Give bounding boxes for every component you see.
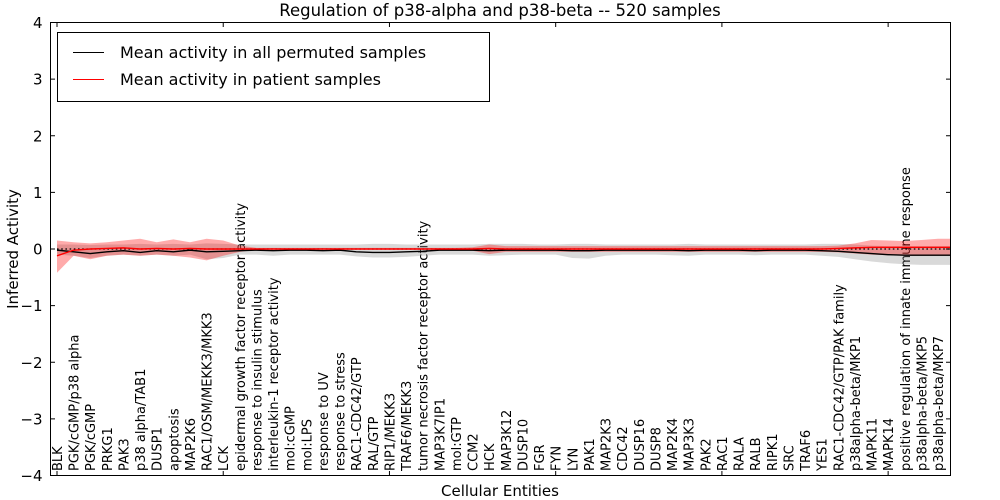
x-category-label: MAP3K12 (500, 410, 515, 471)
x-axis-label: Cellular Entities (441, 482, 559, 500)
patient-samples-range-band (57, 238, 951, 273)
x-category-label: BLK (51, 446, 66, 471)
x-category-label: MAPK11 (866, 418, 881, 471)
x-category-label: RIPK1 (766, 433, 781, 471)
x-category-label: CCM2 (467, 433, 482, 471)
x-category-label: RAC1 (716, 436, 731, 471)
x-category-label: TRAF6/MEKK3 (400, 381, 415, 472)
x-category-label: RAC1/OSM/MEKK3/MKK3 (201, 312, 216, 471)
x-category-label: TRAF6 (799, 430, 814, 472)
x-category-label: p38alpha-beta/MKP5 (915, 336, 930, 471)
x-category-label: HCK (483, 443, 498, 471)
x-category-label: positive regulation of innate immune res… (899, 167, 914, 471)
legend-label-patient: Mean activity in patient samples (120, 70, 381, 89)
x-category-label: PRKG1 (101, 427, 116, 471)
chart-title: Regulation of p38-alpha and p38-beta -- … (279, 1, 721, 20)
x-category-label: PGK/cGMP/p38 alpha (68, 335, 83, 471)
x-category-label: PGK/cGMP (84, 404, 99, 471)
y-tick-label: 4 (33, 14, 43, 32)
x-category-label: MAP2K4 (666, 418, 681, 471)
x-category-label: RALB (749, 437, 764, 471)
x-category-label: epidermal growth factor receptor activit… (234, 203, 249, 471)
x-category-label: MAP2K6 (184, 418, 199, 471)
x-category-label: interleukin-1 receptor activity (267, 277, 282, 471)
x-category-label: p38 alpha/TAB1 (134, 369, 149, 471)
x-category-label: DUSP10 (516, 419, 531, 471)
x-category-label: YES1 (816, 438, 831, 472)
legend: Mean activity in all permuted samples Me… (57, 32, 490, 102)
x-category-label: DUSP16 (633, 419, 648, 471)
y-tick-label: −1 (20, 297, 42, 315)
x-category-label: CDC42 (616, 426, 631, 471)
legend-item-patient: Mean activity in patient samples (73, 66, 489, 93)
permuted-mean-line (56, 249, 951, 256)
y-axis-label: Inferred Activity (4, 189, 22, 309)
legend-black-line-swatch (73, 52, 104, 53)
y-tick-label: 0 (33, 241, 43, 259)
x-category-label: PAK2 (699, 438, 714, 471)
x-category-label: response to stress (334, 352, 349, 471)
x-category-label: LYN (566, 448, 581, 471)
x-category-label: LCK (217, 446, 232, 471)
x-category-label: FGR (533, 444, 548, 471)
x-category-label: apoptosis (167, 408, 182, 471)
x-category-label: mol:GTP (450, 417, 465, 471)
x-category-label: p38alpha-beta/MKP7 (932, 336, 947, 471)
y-tick-label: −2 (20, 354, 42, 372)
x-category-label: DUSP1 (151, 427, 166, 471)
x-category-label: RAC1-CDC42/GTP/PAK family (832, 284, 847, 471)
x-category-label: response to insulin stimulus (250, 289, 265, 471)
legend-item-permuted: Mean activity in all permuted samples (73, 39, 489, 66)
x-category-label: MAP3K7IP1 (433, 398, 448, 471)
y-tick-label: −3 (20, 410, 42, 428)
x-category-label: mol:LPS (300, 419, 315, 471)
y-tick-label: 3 (33, 71, 43, 89)
x-category-label: PAK3 (117, 438, 132, 471)
y-tick-label: 2 (33, 127, 43, 145)
patient-mean-line (56, 246, 951, 257)
x-category-label: response to UV (317, 372, 332, 471)
x-category-label: p38alpha-beta/MKP1 (849, 336, 864, 471)
x-category-label: tumor necrosis factor receptor activity (417, 220, 432, 471)
x-category-label: FYN (550, 446, 565, 471)
y-tick-label: −4 (20, 467, 42, 485)
x-category-label: MAP3K3 (683, 418, 698, 471)
legend-red-line-swatch (73, 79, 104, 80)
x-category-label: RALA (733, 437, 748, 471)
x-category-label: RAC1-CDC42/GTP (350, 357, 365, 471)
legend-label-permuted: Mean activity in all permuted samples (120, 43, 427, 62)
x-category-label: RIP1/MEKK3 (383, 393, 398, 471)
x-category-label: MAP2K3 (600, 418, 615, 471)
y-tick-label: 1 (33, 184, 43, 202)
x-category-label: DUSP8 (649, 427, 664, 471)
x-category-label: MAPK14 (882, 418, 897, 471)
x-category-label: mol:cGMP (284, 406, 299, 471)
x-category-label: RAL/GTP (367, 416, 382, 471)
x-category-label: SRC (782, 445, 797, 471)
x-category-label: PAK1 (583, 438, 598, 471)
